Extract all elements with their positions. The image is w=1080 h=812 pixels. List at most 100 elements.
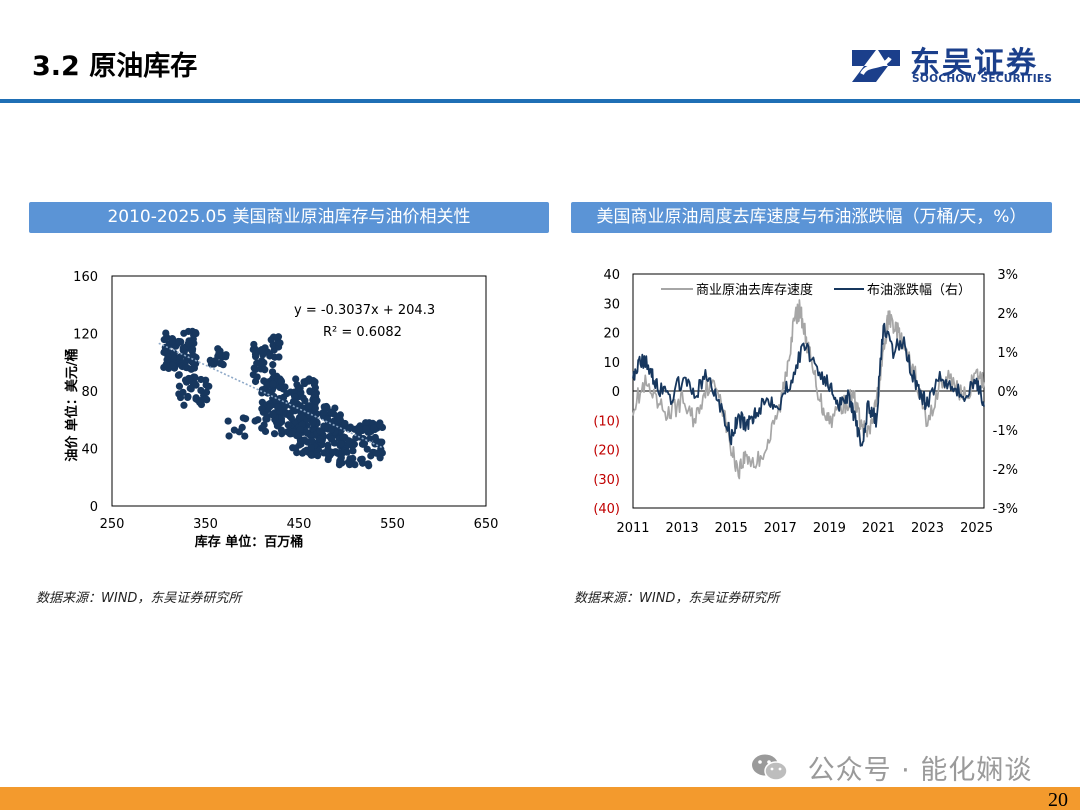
wechat-icon — [752, 754, 788, 781]
data-point — [327, 426, 335, 434]
data-point — [327, 435, 336, 443]
company-logo: 东吴证券 SOOCHOW SECURITIES — [848, 40, 1058, 90]
data-point — [307, 451, 315, 459]
right-panel-title: 美国商业原油周度去库速度与布油涨跌幅（万桶/天，%） — [571, 202, 1052, 233]
data-point — [358, 459, 367, 467]
data-point — [275, 353, 283, 361]
y-left-tick-label: 20 — [603, 327, 620, 342]
data-point — [292, 375, 300, 383]
data-point — [253, 373, 261, 381]
data-point — [266, 403, 274, 411]
data-point — [327, 408, 335, 416]
data-point — [360, 439, 369, 447]
data-point — [316, 427, 324, 435]
data-point — [345, 460, 354, 469]
series-line-brent-change — [632, 322, 985, 447]
data-point — [345, 437, 353, 445]
data-point — [270, 430, 279, 438]
r-squared-label: R² = 0.6082 — [323, 325, 402, 340]
scatter-chart: 250 350 450 550 650 0 40 80 120 160 库存 单位：百万桶 油价 单位… — [64, 270, 498, 550]
legend-label-brent-change: 布油涨跌幅（右） — [867, 282, 971, 298]
data-point — [362, 419, 370, 427]
data-point — [370, 424, 378, 432]
data-point — [225, 432, 233, 440]
y-axis-label: 油价 单位：美元/桶 — [64, 348, 80, 461]
legend-label-destock-speed: 商业原油去库存速度 — [696, 282, 813, 298]
data-point — [266, 350, 274, 358]
data-point — [261, 427, 270, 436]
y-left-tick-label: (20) — [593, 444, 620, 459]
data-point — [366, 435, 374, 443]
data-point — [250, 340, 258, 349]
y-left-tick-label: (40) — [593, 502, 620, 517]
soochow-logo-icon — [852, 50, 900, 82]
data-point — [215, 349, 223, 357]
left-panel-title: 2010-2025.05 美国商业原油库存与油价相关性 — [29, 202, 549, 233]
data-point — [324, 455, 332, 464]
data-point — [367, 452, 375, 460]
data-point — [316, 435, 324, 443]
data-point — [188, 352, 196, 360]
data-point — [238, 423, 246, 431]
logo-name-cn: 东吴证券 — [910, 46, 1038, 81]
data-point — [269, 380, 277, 388]
trendline — [158, 342, 384, 449]
data-point — [371, 433, 379, 442]
data-point — [362, 425, 370, 433]
data-point — [337, 440, 345, 448]
data-point — [202, 388, 211, 396]
data-point — [258, 405, 266, 413]
y-right-tick-label: -1% — [993, 424, 1018, 439]
data-point — [265, 388, 273, 397]
data-point — [163, 356, 171, 364]
header-divider — [0, 99, 1080, 103]
y-left-tick-label: (30) — [593, 473, 620, 488]
x-tick-label: 2015 — [715, 521, 748, 536]
data-point — [301, 397, 309, 405]
data-point — [202, 395, 210, 403]
data-point — [205, 382, 213, 390]
x-tick-label: 2025 — [960, 521, 993, 536]
x-tick-label: 2011 — [616, 521, 649, 536]
data-point — [296, 384, 304, 392]
data-point — [278, 396, 286, 405]
data-point — [308, 436, 316, 445]
y-tick-label: 40 — [81, 443, 98, 458]
data-point — [258, 359, 267, 368]
data-point — [168, 361, 177, 369]
data-point — [179, 344, 187, 352]
data-point — [300, 436, 309, 444]
data-point — [305, 402, 314, 410]
page-number: 20 — [1048, 789, 1068, 811]
data-point — [222, 351, 230, 359]
data-point — [192, 329, 200, 338]
data-point — [197, 375, 205, 384]
footer-bar — [0, 787, 1080, 810]
data-point — [288, 429, 296, 438]
data-point — [276, 383, 284, 392]
data-point — [309, 419, 317, 427]
data-point — [174, 371, 183, 379]
data-point — [376, 421, 384, 429]
data-point — [276, 339, 284, 347]
data-point — [311, 404, 319, 412]
y-right-tick-label: 0% — [997, 385, 1018, 400]
y-left-tick-label: 40 — [603, 268, 620, 283]
data-point — [269, 411, 277, 419]
x-tick-label: 250 — [100, 517, 125, 532]
data-point — [175, 382, 184, 390]
right-data-source: 数据来源：WIND，东吴证券研究所 — [574, 591, 780, 606]
plot-frame — [111, 275, 487, 507]
data-point — [260, 421, 268, 429]
y-left-tick-label: 30 — [603, 297, 620, 312]
data-point — [269, 361, 277, 369]
x-tick-label: 2019 — [813, 521, 846, 536]
x-tick-label: 2017 — [764, 521, 797, 536]
x-tick-label: 350 — [193, 517, 218, 532]
data-point — [162, 329, 170, 337]
data-point — [258, 346, 266, 354]
data-point — [174, 337, 182, 346]
data-point — [363, 445, 371, 453]
data-point — [300, 379, 309, 388]
data-point — [251, 365, 260, 374]
